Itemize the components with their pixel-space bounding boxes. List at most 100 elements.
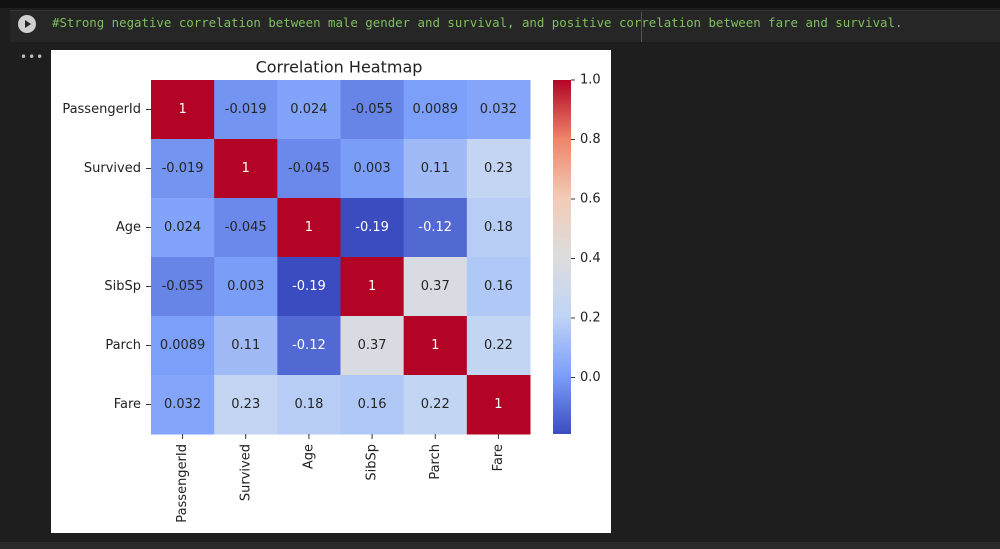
heatmap-cell bbox=[403, 257, 468, 317]
cell-label: 1 bbox=[178, 102, 186, 117]
cell-label: 0.11 bbox=[231, 338, 260, 353]
heatmap-cell bbox=[403, 375, 468, 435]
heatmap-cell bbox=[340, 375, 405, 435]
y-tick-label: Age bbox=[116, 220, 141, 235]
top-bar bbox=[0, 0, 1000, 8]
heatmap-cell bbox=[340, 316, 405, 376]
cell-label: 0.003 bbox=[353, 161, 390, 176]
output-menu[interactable]: ••• bbox=[20, 50, 45, 64]
cell-label: 0.024 bbox=[290, 102, 327, 117]
cell-label: 1 bbox=[494, 397, 502, 412]
cell-label: 0.0089 bbox=[413, 102, 459, 117]
heatmap-cell bbox=[340, 198, 405, 258]
cell-label: 0.16 bbox=[484, 279, 513, 294]
heatmap-cell bbox=[466, 198, 531, 258]
cell-label: -0.12 bbox=[292, 338, 326, 353]
cell-label: -0.045 bbox=[225, 220, 267, 235]
cell-label: 0.18 bbox=[484, 220, 513, 235]
heatmap-cell bbox=[466, 80, 531, 140]
cell-label: 0.18 bbox=[294, 397, 323, 412]
heatmap-cell bbox=[214, 257, 278, 317]
cell-label: 1 bbox=[305, 220, 313, 235]
cell-label: 1 bbox=[431, 338, 439, 353]
heatmap-cell bbox=[214, 198, 278, 258]
cell-label: -0.12 bbox=[418, 220, 452, 235]
heatmap-cell bbox=[214, 316, 278, 376]
cell-label: 0.23 bbox=[231, 397, 260, 412]
colorbar-tick-label: 1.0 bbox=[580, 73, 601, 88]
heatmap-cell bbox=[214, 375, 278, 435]
cell-label: 0.0089 bbox=[160, 338, 206, 353]
cell-label: 0.11 bbox=[421, 161, 450, 176]
cell-label: -0.019 bbox=[162, 161, 204, 176]
colorbar-tick-label: 0.4 bbox=[580, 251, 601, 266]
heatmap-cell bbox=[466, 316, 531, 376]
x-tick-label: SibSp bbox=[365, 444, 380, 481]
x-tick-label: PassengerId bbox=[175, 444, 190, 523]
heatmap-cell bbox=[151, 198, 215, 258]
x-tick-label: Survived bbox=[238, 444, 253, 501]
x-tick-label: Fare bbox=[491, 444, 506, 471]
chart-title: Correlation Heatmap bbox=[256, 58, 423, 77]
cell-label: -0.19 bbox=[292, 279, 326, 294]
y-tick-label: Fare bbox=[114, 397, 141, 412]
cell-label: 0.22 bbox=[484, 338, 513, 353]
cell-label: -0.055 bbox=[351, 102, 393, 117]
cell-label: -0.019 bbox=[225, 102, 267, 117]
heatmap-cell bbox=[340, 139, 405, 199]
colorbar-tick-label: 0.0 bbox=[580, 370, 601, 385]
ruler bbox=[641, 12, 642, 42]
run-button[interactable] bbox=[18, 15, 36, 33]
chart: Correlation Heatmap 1 -0.019 0.024 -0.055 0.… bbox=[51, 50, 611, 533]
y-tick-label: Parch bbox=[105, 338, 141, 353]
cell-label: 0.032 bbox=[480, 102, 517, 117]
heatmap-cell bbox=[466, 375, 531, 435]
cell-label: -0.055 bbox=[162, 279, 204, 294]
heatmap-cell bbox=[151, 257, 215, 317]
cell-label: 0.23 bbox=[484, 161, 513, 176]
cell-label: 0.22 bbox=[421, 397, 450, 412]
heatmap-cell bbox=[277, 257, 341, 317]
cell-label: 0.16 bbox=[358, 397, 387, 412]
heatmap-cell bbox=[214, 80, 278, 140]
colorbar-tick-label: 0.2 bbox=[580, 310, 601, 325]
cell-label: 0.024 bbox=[164, 220, 201, 235]
y-tick-label: Survived bbox=[84, 161, 141, 176]
heatmap-cell bbox=[340, 80, 405, 140]
heatmap-cell bbox=[340, 257, 405, 317]
cell-label: -0.19 bbox=[355, 220, 389, 235]
x-tick-label: Age bbox=[301, 444, 316, 469]
code-text[interactable]: #Strong negative correlation between mal… bbox=[52, 15, 903, 30]
heatmap-cell bbox=[151, 375, 215, 435]
heatmap-cell bbox=[466, 257, 531, 317]
heatmap-cell bbox=[277, 80, 341, 140]
y-tick-label: PassengerId bbox=[62, 102, 141, 117]
heatmap-cell bbox=[277, 316, 341, 376]
x-tick-label: Parch bbox=[428, 444, 443, 480]
heatmap-cell bbox=[403, 198, 468, 258]
cell-label: 0.37 bbox=[421, 279, 450, 294]
cell-label: 0.37 bbox=[358, 338, 387, 353]
cell-label: 0.032 bbox=[164, 397, 201, 412]
cell-label: -0.045 bbox=[288, 161, 330, 176]
cell-label: 1 bbox=[242, 161, 250, 176]
heatmap-cell bbox=[466, 139, 531, 199]
heatmap-cell bbox=[277, 139, 341, 199]
heatmap-cell bbox=[403, 316, 468, 376]
heatmap-cell bbox=[403, 80, 468, 140]
heatmap-cell bbox=[151, 316, 215, 376]
cell-label: 0.003 bbox=[227, 279, 264, 294]
heatmap-cell bbox=[214, 139, 278, 199]
y-tick-label: SibSp bbox=[104, 279, 141, 294]
colorbar-tick-label: 0.6 bbox=[580, 191, 601, 206]
heatmap-cell bbox=[277, 375, 341, 435]
heatmap-cell bbox=[151, 139, 215, 199]
colorbar bbox=[553, 80, 571, 434]
colorbar-tick-label: 0.8 bbox=[580, 132, 601, 147]
bottom-bar bbox=[0, 542, 1000, 549]
heatmap-cell bbox=[151, 80, 215, 140]
heatmap-cell bbox=[403, 139, 468, 199]
code-cell[interactable] bbox=[10, 10, 1000, 42]
cell-label: 1 bbox=[368, 279, 376, 294]
